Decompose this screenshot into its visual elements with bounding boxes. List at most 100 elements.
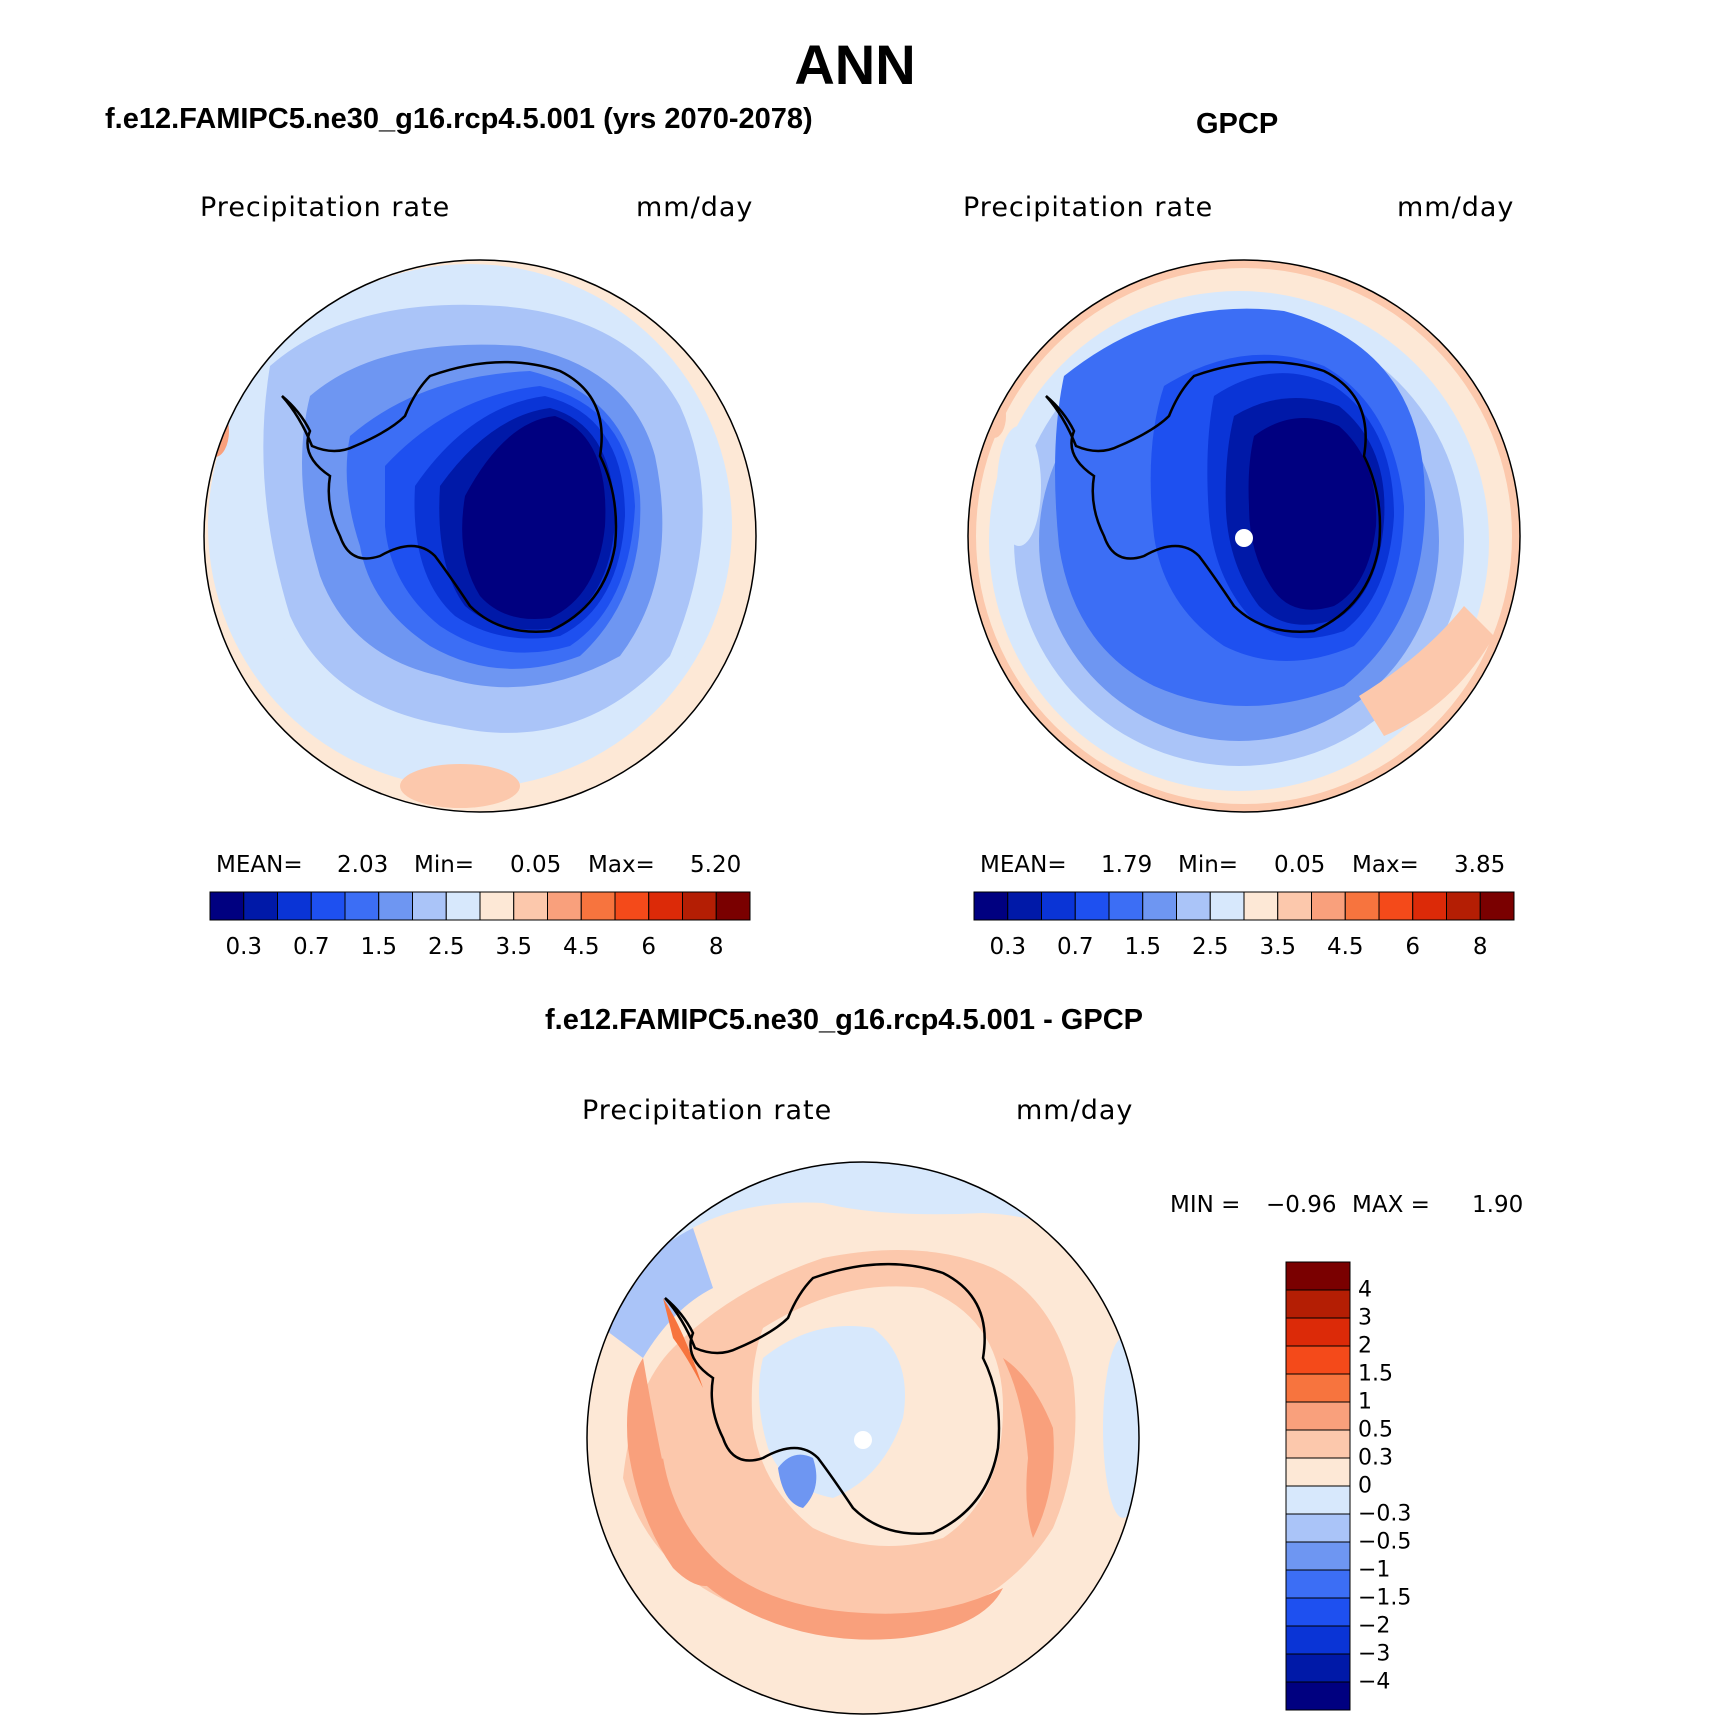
diff-colorbar-tick-label: −0.5 <box>1358 1529 1412 1555</box>
colorbar-swatch <box>1108 891 1144 921</box>
obs-colorbar <box>973 891 1515 921</box>
diff-colorbar-swatch <box>1285 1625 1351 1655</box>
obs-mean-label: MEAN= <box>980 852 1067 878</box>
diff-colorbar-tick-label: 4 <box>1358 1277 1372 1303</box>
colorbar-swatch <box>547 891 582 921</box>
colorbar-tick-label: 3.5 <box>495 934 533 960</box>
diff-colorbar-tick-label: 0 <box>1358 1473 1372 1499</box>
obs-panel-title: GPCP <box>1196 108 1279 140</box>
colorbar-tick-label: 0.3 <box>989 934 1027 960</box>
model-units-label: mm/day <box>636 192 754 223</box>
colorbar-swatch <box>1344 891 1380 921</box>
diff-colorbar-swatch <box>1285 1373 1351 1403</box>
colorbar-tick-label: 0.7 <box>1056 934 1094 960</box>
model-panel-title: f.e12.FAMIPC5.ne30_g16.rcp4.5.001 (yrs 2… <box>105 103 813 135</box>
colorbar-swatch <box>1176 891 1211 921</box>
colorbar-swatch <box>614 891 650 921</box>
model-variable-label: Precipitation rate <box>200 192 451 223</box>
diff-colorbar-swatch <box>1285 1457 1351 1487</box>
colorbar-swatch <box>479 891 515 921</box>
diff-colorbar-swatch <box>1285 1653 1351 1683</box>
colorbar-swatch <box>310 891 346 921</box>
diff-units-label: mm/day <box>1016 1095 1134 1126</box>
colorbar-swatch <box>344 891 380 921</box>
diff-colorbar-swatch <box>1285 1569 1351 1599</box>
colorbar-tick-label: 8 <box>708 934 724 960</box>
diff-colorbar-tick-label: −1 <box>1358 1557 1391 1583</box>
model-max-value: 5.20 <box>690 852 742 878</box>
diff-colorbar-tick-label: 1 <box>1358 1389 1372 1415</box>
diff-colorbar-swatch <box>1285 1261 1351 1291</box>
colorbar-tick-label: 0.3 <box>225 934 263 960</box>
diff-colorbar-tick-label: −0.3 <box>1358 1501 1412 1527</box>
diff-colorbar-swatch <box>1285 1429 1351 1459</box>
model-mean-label: MEAN= <box>216 852 303 878</box>
diff-min-value: −0.96 <box>1266 1192 1337 1218</box>
figure-title: ANN <box>794 33 916 96</box>
diff-panel-title: f.e12.FAMIPC5.ne30_g16.rcp4.5.001 - GPCP <box>545 1004 1143 1036</box>
diff-max-label: MAX = <box>1352 1192 1430 1218</box>
obs-max-label: Max= <box>1352 852 1419 878</box>
colorbar-swatch <box>1378 891 1414 921</box>
obs-min-label: Min= <box>1178 852 1239 878</box>
colorbar-swatch <box>1007 891 1042 921</box>
diff-colorbar-swatch <box>1285 1513 1351 1543</box>
colorbar-swatch <box>682 891 717 921</box>
colorbar-tick-label: 6 <box>641 934 657 960</box>
diff-colorbar-swatch <box>1285 1317 1351 1347</box>
diff-colorbar-swatch <box>1285 1681 1351 1711</box>
diff-colorbar-swatch <box>1285 1597 1351 1627</box>
diff-colorbar-tick-label: −2 <box>1358 1613 1391 1639</box>
diff-colorbar-tick-label: 3 <box>1358 1305 1372 1331</box>
colorbar-swatch <box>412 891 447 921</box>
diff-colorbar-tick-label: 2 <box>1358 1333 1372 1359</box>
diff-colorbar-tick-label: 0.5 <box>1358 1417 1393 1443</box>
colorbar-tick-label: 6 <box>1405 934 1421 960</box>
colorbar-swatch <box>1074 891 1110 921</box>
model-max-label: Max= <box>588 852 655 878</box>
colorbar-tick-label: 2.5 <box>427 934 465 960</box>
diff-colorbar-tick-label: −4 <box>1358 1669 1391 1695</box>
model-polar-map <box>203 259 757 813</box>
colorbar-swatch <box>445 891 481 921</box>
diff-colorbar-swatch <box>1285 1541 1351 1571</box>
diff-max-value: 1.90 <box>1472 1192 1524 1218</box>
colorbar-swatch <box>1277 891 1312 921</box>
colorbar-swatch <box>1243 891 1279 921</box>
colorbar-swatch <box>1479 891 1515 921</box>
model-min-value: 0.05 <box>510 852 562 878</box>
diff-variable-label: Precipitation rate <box>582 1095 833 1126</box>
model-colorbar <box>209 891 751 921</box>
obs-min-value: 0.05 <box>1274 852 1326 878</box>
diff-colorbar-tick-label: −3 <box>1358 1641 1391 1667</box>
colorbar-tick-label: 1.5 <box>360 934 398 960</box>
colorbar-swatch <box>648 891 683 921</box>
colorbar-tick-label: 4.5 <box>562 934 600 960</box>
colorbar-tick-label: 2.5 <box>1191 934 1229 960</box>
diff-colorbar-tick-label: 1.5 <box>1358 1361 1393 1387</box>
colorbar-tick-label: 1.5 <box>1124 934 1162 960</box>
model-mean-value: 2.03 <box>337 852 389 878</box>
diff-colorbar-swatch <box>1285 1289 1351 1319</box>
colorbar-tick-label: 0.7 <box>292 934 330 960</box>
diff-colorbar-swatch <box>1285 1345 1351 1375</box>
diff-min-label: MIN = <box>1170 1192 1241 1218</box>
diff-colorbar <box>1285 1261 1351 1711</box>
obs-variable-label: Precipitation rate <box>963 192 1214 223</box>
diff-colorbar-swatch <box>1285 1401 1351 1431</box>
colorbar-swatch <box>243 891 278 921</box>
colorbar-swatch <box>973 891 1009 921</box>
colorbar-swatch <box>209 891 245 921</box>
colorbar-swatch <box>1412 891 1447 921</box>
model-min-label: Min= <box>414 852 475 878</box>
colorbar-swatch <box>1209 891 1245 921</box>
obs-polar-map <box>967 259 1521 813</box>
colorbar-swatch <box>378 891 413 921</box>
colorbar-swatch <box>715 891 751 921</box>
obs-units-label: mm/day <box>1397 192 1515 223</box>
diff-colorbar-tick-label: 0.3 <box>1358 1445 1393 1471</box>
obs-mean-value: 1.79 <box>1101 852 1153 878</box>
diff-colorbar-tick-label: −1.5 <box>1358 1585 1412 1611</box>
obs-max-value: 3.85 <box>1454 852 1506 878</box>
colorbar-tick-label: 3.5 <box>1259 934 1297 960</box>
